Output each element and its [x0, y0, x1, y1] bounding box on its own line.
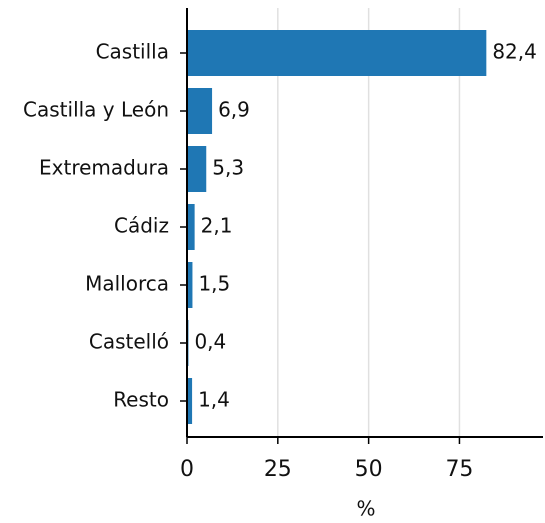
y-tick-label: Castilla y León: [23, 98, 169, 122]
bar: [187, 88, 213, 134]
x-axis-label: %: [356, 497, 375, 521]
bar: [187, 378, 193, 424]
x-tick-label: 0: [180, 457, 194, 482]
y-tick-label: Cádiz: [114, 214, 169, 238]
y-tick-label: Extremadura: [39, 156, 169, 180]
y-tick-label: Castilla: [96, 40, 169, 64]
value-label: 0,4: [194, 330, 226, 354]
bar: [187, 204, 195, 250]
value-label: 2,1: [201, 214, 233, 238]
x-tick-label: 50: [355, 457, 383, 482]
x-tick-label: 25: [264, 457, 292, 482]
value-label: 1,5: [198, 272, 230, 296]
bar: [187, 146, 207, 192]
value-label: 5,3: [212, 156, 244, 180]
bar: [187, 262, 193, 308]
y-tick-label: Mallorca: [85, 272, 169, 296]
value-label: 1,4: [198, 388, 230, 412]
x-tick-label: 75: [445, 457, 473, 482]
y-tick-label: Castelló: [89, 330, 169, 354]
value-label: 82,4: [492, 40, 537, 64]
y-tick-label: Resto: [113, 388, 169, 412]
bar: [187, 30, 487, 76]
value-label: 6,9: [218, 98, 250, 122]
